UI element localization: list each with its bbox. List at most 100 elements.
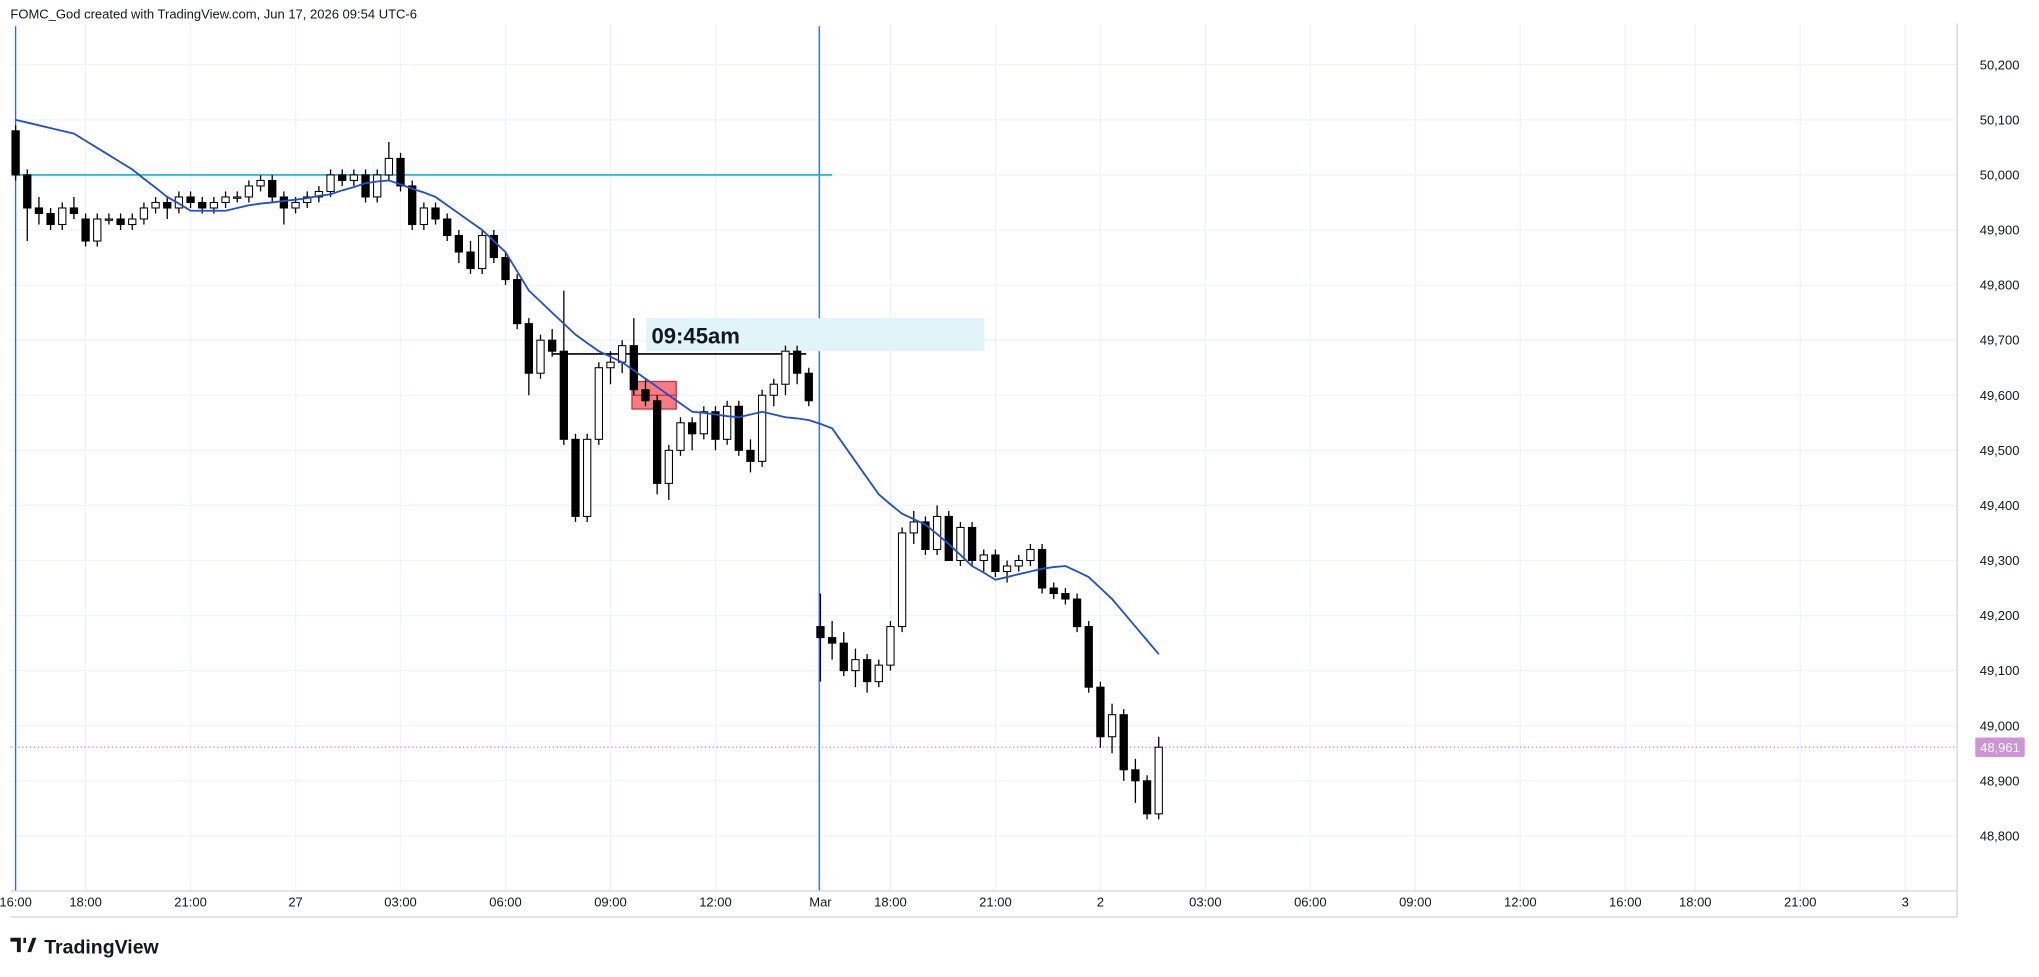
- candle-body: [221, 196, 230, 203]
- candle-body: [979, 554, 988, 562]
- candle-body: [559, 350, 568, 440]
- candle-body: [769, 383, 778, 396]
- candle-body: [186, 196, 195, 203]
- x-tick-label: 18:00: [1679, 895, 1712, 910]
- y-tick-label: 48,800: [1980, 828, 2020, 843]
- brand-text: TradingView: [44, 936, 159, 958]
- candle-body: [594, 367, 603, 440]
- moving-average: [15, 118, 1160, 655]
- y-tick-label: 50,200: [1980, 57, 2020, 72]
- x-tick-label: 12:00: [699, 895, 732, 910]
- x-tick-label: 3: [1902, 895, 1909, 910]
- candle-body: [967, 526, 977, 562]
- candle-body: [128, 218, 137, 226]
- candle-body: [478, 234, 487, 270]
- x-tick-label: 03:00: [1189, 895, 1222, 910]
- candle-body: [839, 642, 848, 672]
- candle-body: [81, 218, 90, 242]
- x-tick-label: 09:00: [594, 895, 627, 910]
- candle-body: [384, 157, 394, 176]
- candle-body: [897, 532, 907, 628]
- x-tick-label: 2: [1097, 895, 1104, 910]
- plot-area: 09:45am: [10, 26, 1958, 891]
- candle-body: [139, 207, 149, 220]
- x-tick-label: 03:00: [384, 895, 417, 910]
- candle-body: [722, 405, 732, 440]
- candle-body: [641, 389, 650, 402]
- candle-body: [548, 339, 557, 352]
- candle-body: [1154, 746, 1163, 815]
- candle-body: [571, 438, 580, 517]
- candle-body: [757, 394, 767, 462]
- candle-body: [991, 554, 1000, 573]
- candle-body: [652, 400, 662, 484]
- candle-body: [58, 207, 67, 226]
- last-price-tag: [1975, 737, 2025, 757]
- candle-body: [1002, 565, 1012, 573]
- y-tick-label: 48,900: [1980, 773, 2020, 788]
- x-tick-label: 06:00: [489, 895, 522, 910]
- candle-body: [513, 279, 522, 325]
- grid: [10, 23, 1958, 891]
- candle-body: [279, 196, 289, 209]
- candle-body: [256, 179, 265, 187]
- candle-body: [804, 372, 813, 402]
- x-tick-label: 21:00: [979, 895, 1012, 910]
- candle-body: [1096, 686, 1105, 738]
- x-tick-label: 09:00: [1399, 895, 1432, 910]
- candle-body: [419, 207, 429, 226]
- candle-body: [816, 626, 825, 639]
- candle-body: [664, 449, 673, 484]
- candle-body: [886, 626, 895, 666]
- last-price-label: 48,961: [1980, 740, 2020, 755]
- candle-body: [734, 405, 743, 451]
- candle-body: [746, 449, 755, 462]
- candle-body: [349, 174, 359, 181]
- candle-body: [303, 196, 312, 203]
- candle-body: [1084, 626, 1093, 688]
- annotation: 09:45am: [651, 323, 739, 348]
- x-tick-label: 27: [288, 895, 302, 910]
- x-tick-label: 12:00: [1504, 895, 1537, 910]
- candle-body: [1142, 780, 1152, 815]
- candle-body: [46, 212, 55, 226]
- y-tick-label: 49,800: [1980, 278, 2020, 293]
- candle-body: [151, 201, 160, 209]
- candle-body: [233, 196, 242, 199]
- y-tick-label: 50,000: [1980, 167, 2020, 182]
- candle-body: [326, 174, 335, 192]
- candle-body: [244, 185, 254, 198]
- x-tick-label: 18:00: [69, 895, 102, 910]
- x-tick-label: 21:00: [174, 895, 207, 910]
- candle-body: [1061, 593, 1070, 600]
- candle-body: [408, 185, 417, 226]
- y-tick-label: 49,600: [1980, 388, 2020, 403]
- x-tick-label: 06:00: [1294, 895, 1327, 910]
- candle-body: [583, 438, 592, 517]
- y-tick-label: 49,900: [1980, 223, 2020, 238]
- candle-body: [443, 218, 452, 237]
- candle-body: [1107, 714, 1117, 738]
- candle-body: [1026, 548, 1035, 562]
- x-tick-label: 16:00: [1609, 895, 1642, 910]
- candle-body: [676, 422, 685, 451]
- x-tick-label: 16:00: [0, 895, 32, 910]
- y-tick-label: 49,300: [1980, 553, 2020, 568]
- candle-body: [373, 174, 382, 198]
- candle-body: [524, 323, 534, 374]
- candle-body: [956, 526, 965, 562]
- candle-body: [198, 201, 207, 209]
- candle-body: [536, 339, 545, 374]
- x-tick-label: Mar: [809, 895, 832, 910]
- candle-body: [617, 345, 627, 363]
- candle-body: [268, 179, 277, 198]
- candle-body: [606, 361, 615, 369]
- candle-body: [1014, 559, 1023, 567]
- candle-body: [11, 130, 20, 176]
- candle-body: [874, 664, 883, 683]
- chart-title: FOMC_God created with TradingView.com, J…: [10, 6, 417, 21]
- y-tick-label: 49,000: [1980, 718, 2020, 733]
